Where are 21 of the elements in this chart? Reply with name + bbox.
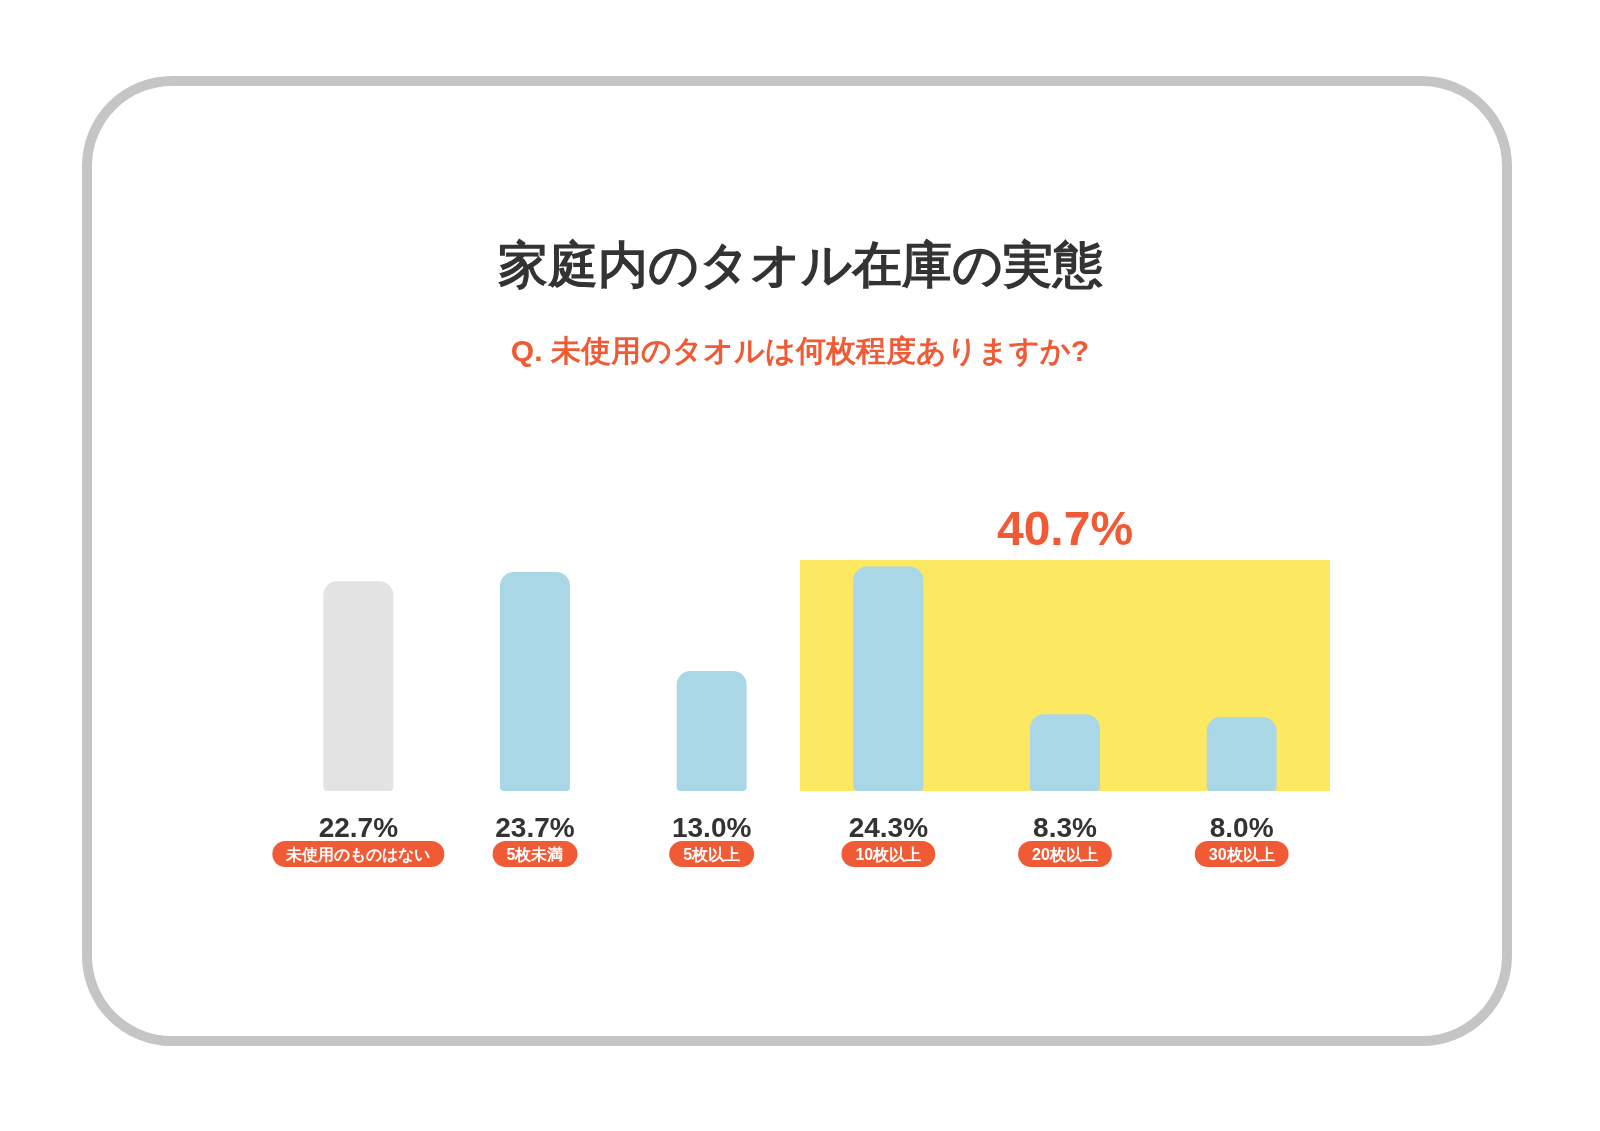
x-tick-label: 10枚以上 — [855, 845, 922, 863]
data-label: 23.7% — [495, 811, 575, 843]
chart-title: 家庭内のタオル在庫の実態 — [497, 237, 1103, 293]
data-label: 8.3% — [1033, 811, 1098, 843]
data-label: 24.3% — [848, 811, 929, 843]
data-label: 13.0% — [671, 811, 752, 843]
x-tick-label: 20枚以上 — [1032, 845, 1098, 863]
bar — [1206, 717, 1277, 791]
bar — [500, 572, 570, 791]
x-tick-label: 30枚以上 — [1208, 845, 1275, 863]
band-label: 40.7% — [996, 501, 1134, 555]
x-tick-label: 未使用のものはない — [285, 845, 431, 864]
x-tick-label: 5枚以上 — [683, 845, 741, 863]
bar — [323, 581, 394, 791]
bar — [676, 670, 747, 791]
data-label: 22.7% — [318, 811, 399, 843]
bar — [853, 566, 924, 791]
data-label: 8.0% — [1209, 811, 1274, 843]
chart-subtitle: Q. 未使用のタオルは何枚程度ありますか? — [510, 333, 1090, 368]
bar — [1030, 714, 1100, 791]
x-tick-label: 5枚未満 — [506, 845, 564, 863]
